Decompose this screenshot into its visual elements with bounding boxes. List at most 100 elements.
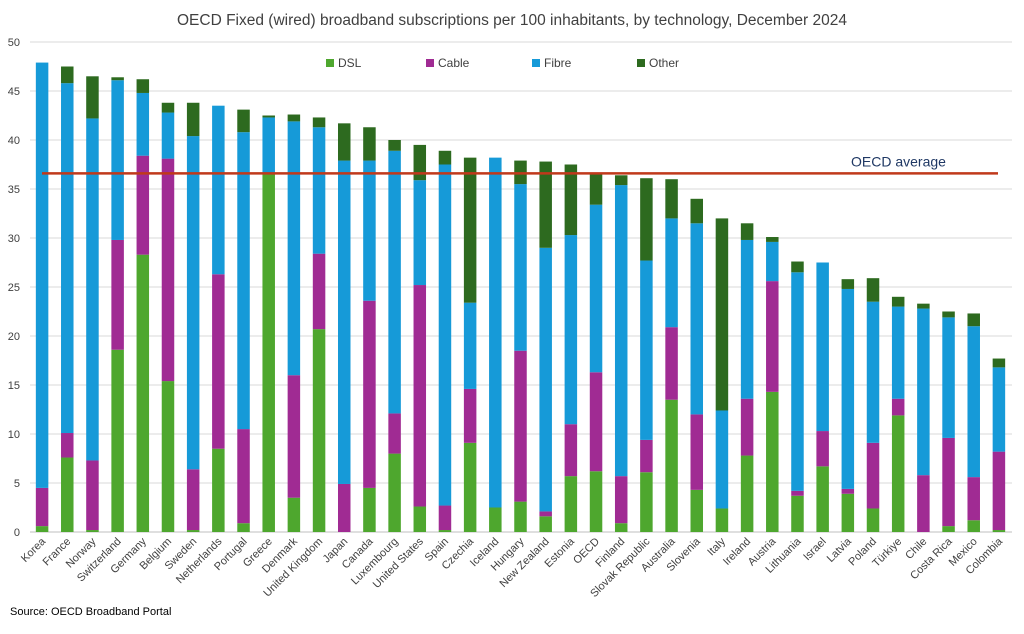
legend-label-fibre: Fibre	[544, 56, 572, 70]
bar-segment-cable	[564, 424, 578, 477]
bar-segment-dsl	[413, 506, 427, 532]
bar-segment-fibre	[564, 235, 578, 425]
bar-segment-dsl	[816, 466, 829, 532]
bar-segment-other	[564, 164, 578, 236]
bar-segment-dsl	[237, 523, 250, 532]
bar-segment-fibre	[463, 302, 477, 389]
bar-segment-dsl	[388, 453, 401, 532]
legend-swatch-other	[637, 59, 645, 67]
bar-segment-other	[388, 140, 401, 151]
bar-segment-cable	[967, 477, 980, 521]
bar-segment-dsl	[86, 530, 99, 532]
bar-segment-dsl	[992, 530, 1006, 532]
bar-segment-other	[463, 157, 477, 303]
bar-segment-cable	[287, 375, 301, 498]
legend-swatch-fibre	[532, 59, 540, 67]
bar-segment-fibre	[539, 247, 552, 512]
y-tick-label: 35	[8, 184, 20, 196]
bar-segment-dsl	[564, 476, 578, 532]
bar-segment-cable	[841, 488, 855, 494]
bar-segment-fibre	[766, 241, 779, 282]
bar-segment-fibre	[715, 410, 729, 509]
bar-segment-dsl	[514, 501, 527, 532]
y-tick-label: 0	[14, 527, 20, 539]
y-tick-label: 20	[8, 331, 20, 343]
bar-segment-dsl	[312, 329, 326, 532]
bar-segment-dsl	[640, 472, 653, 532]
bar-segment-dsl	[161, 381, 175, 532]
y-tick-label: 30	[8, 233, 20, 245]
bar-segment-fibre	[388, 150, 401, 414]
bar-segment-other	[766, 237, 779, 242]
bar-segment-dsl	[740, 455, 754, 532]
bar-segment-fibre	[312, 127, 326, 254]
bar-segment-dsl	[61, 457, 74, 532]
bar-segment-other	[967, 313, 980, 327]
bar-segment-fibre	[992, 367, 1006, 452]
bar-segment-cable	[539, 511, 552, 517]
bar-segment-other	[740, 223, 754, 240]
bar-segment-fibre	[337, 160, 351, 484]
bar-segment-fibre	[740, 239, 754, 399]
source-note: Source: OECD Broadband Portal	[10, 606, 171, 618]
bar-segment-fibre	[917, 308, 930, 476]
bar-segment-other	[161, 102, 175, 113]
bar-segment-dsl	[614, 523, 628, 532]
bar-segment-cable	[61, 433, 74, 458]
bar-segment-other	[589, 174, 603, 205]
bar-segment-fibre	[262, 117, 275, 175]
bar-segment-cable	[917, 475, 930, 532]
bar-segment-fibre	[287, 121, 301, 376]
bar-segment-cable	[363, 300, 376, 488]
bar-segment-cable	[413, 285, 427, 507]
bar-segment-fibre	[967, 326, 980, 478]
bar-segment-fibre	[866, 301, 880, 443]
bar-segment-other	[363, 127, 376, 161]
legend-swatch-cable	[426, 59, 434, 67]
bar-segment-cable	[992, 451, 1006, 531]
legend-label-cable: Cable	[438, 56, 470, 70]
bar-segment-cable	[186, 469, 200, 531]
y-tick-label: 50	[8, 37, 20, 49]
bar-segment-fibre	[514, 184, 527, 351]
bar-segment-cable	[86, 460, 99, 531]
bar-segment-dsl	[841, 493, 855, 532]
bar-segment-other	[262, 115, 275, 118]
bar-segment-fibre	[640, 260, 653, 440]
bar-segment-cable	[816, 431, 829, 467]
y-tick-label: 25	[8, 282, 20, 294]
bar-segment-dsl	[111, 349, 124, 532]
bar-segment-cable	[766, 281, 779, 392]
bar-segment-dsl	[589, 471, 603, 532]
bar-segment-dsl	[690, 489, 704, 532]
x-tick-label: Israel	[801, 536, 829, 564]
bar-segment-dsl	[287, 497, 301, 532]
bar-segment-cable	[312, 253, 326, 330]
bar-segment-other	[665, 179, 678, 219]
bar-segment-dsl	[715, 508, 729, 532]
bar-segment-cable	[589, 372, 603, 472]
bar-segment-cable	[388, 413, 401, 454]
bar-segment-fibre	[35, 62, 49, 488]
bar-segment-fibre	[489, 157, 502, 508]
bar-segment-other	[312, 117, 326, 128]
bar-segment-other	[438, 150, 452, 165]
bar-segment-fibre	[111, 80, 124, 240]
bar-segment-other	[992, 358, 1006, 368]
bar-segment-cable	[136, 155, 150, 255]
bar-segment-dsl	[35, 526, 49, 532]
bar-segment-dsl	[665, 399, 678, 532]
bar-segment-cable	[614, 476, 628, 524]
bar-segment-other	[917, 303, 930, 309]
bar-segment-dsl	[967, 520, 980, 532]
bar-segment-cable	[690, 414, 704, 490]
oecd-average-label: OECD average	[851, 153, 946, 169]
bar-segment-cable	[438, 505, 452, 531]
reference-line: OECD average	[42, 153, 998, 175]
bar-segment-cable	[942, 437, 955, 527]
y-axis-ticks: 0 5 10 15 20 25 30 35 40 45 50	[8, 37, 20, 539]
bar-segment-other	[186, 102, 200, 137]
y-tick-label: 5	[14, 478, 20, 490]
bar-segment-fibre	[841, 288, 855, 489]
